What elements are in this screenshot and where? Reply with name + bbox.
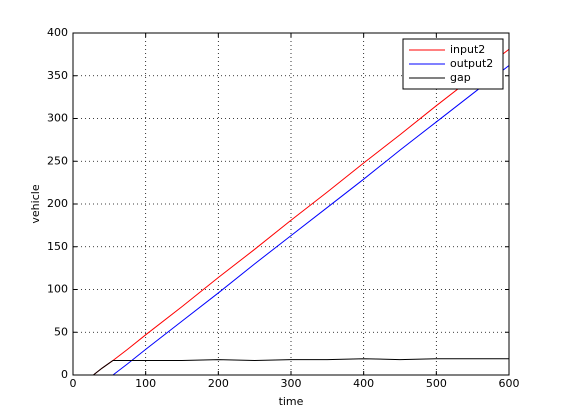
series-line [93, 358, 509, 376]
y-tick-label: 100 [47, 283, 68, 296]
axes-box [72, 32, 510, 376]
x-tick-label: 300 [281, 377, 302, 390]
x-axis-label: time [279, 395, 304, 408]
x-tick-label: 100 [135, 377, 156, 390]
y-tick-label: 250 [47, 154, 68, 167]
y-tick-label: 50 [54, 325, 68, 338]
legend-label: gap [450, 71, 471, 84]
y-tick-label: 200 [47, 197, 68, 210]
y-tick-label: 400 [47, 26, 68, 39]
x-tick-label: 400 [353, 377, 374, 390]
y-tick-label: 300 [47, 112, 68, 125]
series-line [93, 48, 510, 376]
legend-label: output2 [450, 57, 493, 70]
x-tick-label: 500 [426, 377, 447, 390]
y-axis-label: vehicle [29, 184, 42, 223]
legend-label: input2 [450, 43, 485, 56]
y-tick-label: 350 [47, 69, 68, 82]
y-tick-label: 150 [47, 240, 68, 253]
y-tick-label: 0 [61, 368, 68, 381]
series-line [112, 65, 510, 376]
x-tick-label: 0 [70, 377, 77, 390]
x-tick-label: 600 [499, 377, 520, 390]
x-tick-label: 200 [208, 377, 229, 390]
